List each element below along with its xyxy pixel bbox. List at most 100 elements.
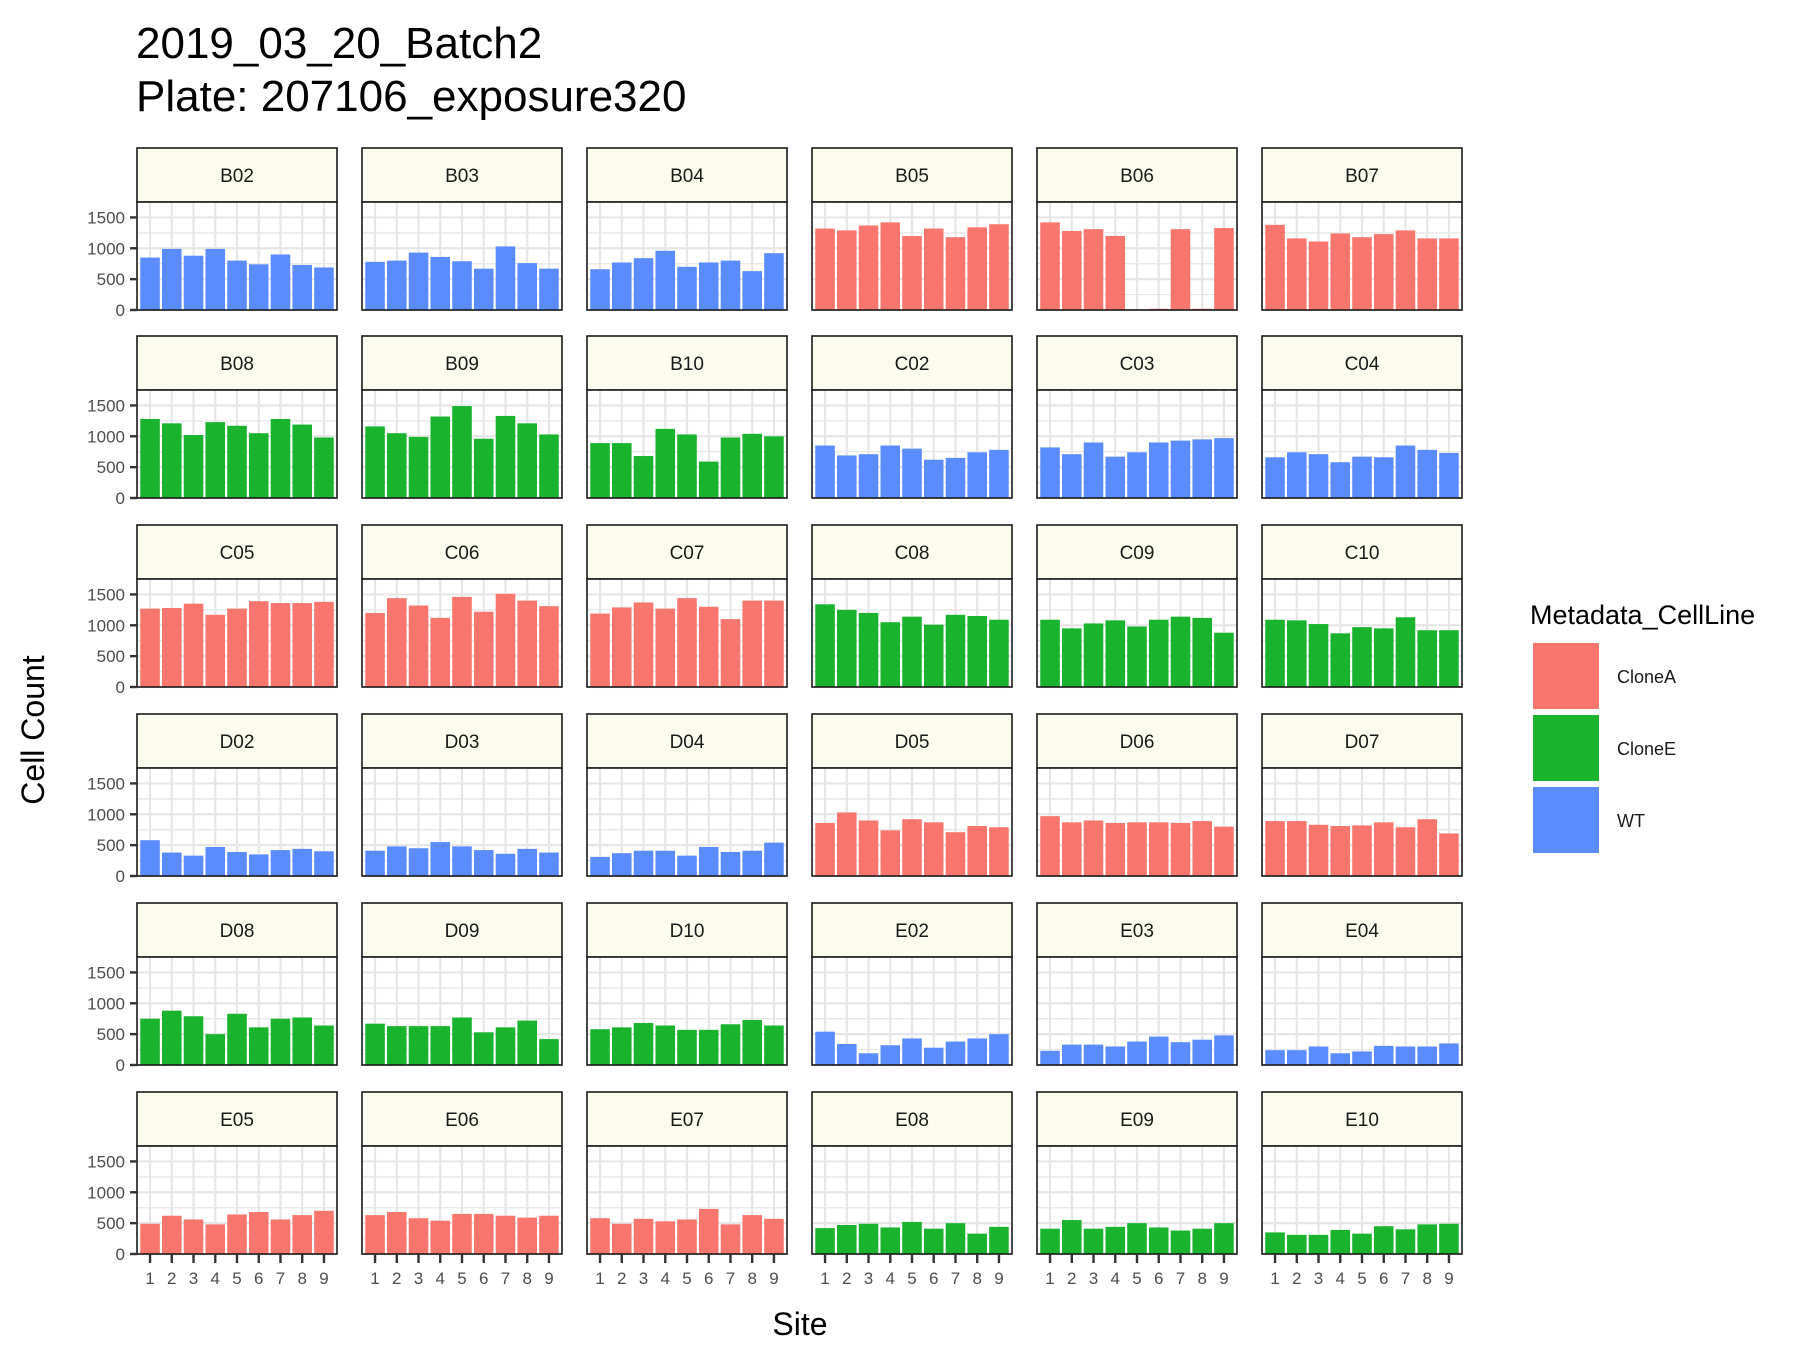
x-tick-label: 7 — [726, 1269, 735, 1288]
facet-panel-B07: B07 — [1261, 147, 1463, 312]
bar-C03-site-2 — [1062, 454, 1082, 498]
x-tick-label: 4 — [1111, 1269, 1120, 1288]
bar-E03-site-1 — [1040, 1050, 1060, 1065]
facet-strip — [811, 335, 1013, 391]
facet-panel-D05: D05 — [811, 713, 1013, 878]
bar-C06-site-3 — [408, 605, 429, 687]
x-tick-label: 6 — [479, 1269, 488, 1288]
x-tick-label: 8 — [297, 1269, 306, 1288]
facet-strip-label: D10 — [670, 921, 705, 942]
bar-D05-site-5 — [902, 819, 922, 876]
bar-E04-site-7 — [1395, 1046, 1416, 1065]
bar-D04-site-5 — [677, 855, 697, 876]
bar-C09-site-9 — [1214, 632, 1234, 687]
facet-strip-label: B03 — [445, 166, 479, 187]
bar-D04-site-6 — [698, 846, 719, 876]
bar-E02-site-6 — [923, 1047, 944, 1065]
x-tick-label: 4 — [1336, 1269, 1345, 1288]
panel-border — [586, 389, 788, 499]
bar-E05-site-2 — [162, 1215, 182, 1254]
x-tick-label: 4 — [661, 1269, 670, 1288]
bar-E07-site-4 — [655, 1221, 676, 1254]
bar-B04-site-2 — [612, 262, 632, 310]
bar-B06-site-3 — [1083, 229, 1104, 310]
bar-E06-site-2 — [387, 1212, 407, 1254]
bar-C07-site-2 — [612, 607, 632, 687]
bar-E07-site-3 — [633, 1218, 654, 1254]
bar-B07-site-7 — [1395, 230, 1416, 310]
y-tick-label: 1000 — [87, 616, 125, 635]
x-tick-label: 3 — [1314, 1269, 1323, 1288]
facet-panel-B08: B08 0 500 1000 1500 — [87, 335, 338, 508]
panel-border — [136, 578, 338, 688]
facet-panel-C10: C10 — [1261, 524, 1463, 689]
bar-D09-site-4 — [430, 1026, 451, 1065]
facet-strip — [586, 524, 788, 580]
bar-B07-site-9 — [1439, 238, 1459, 310]
bar-D08-site-7 — [270, 1018, 291, 1065]
x-tick-label: 9 — [769, 1269, 778, 1288]
y-tick-label: 1000 — [87, 239, 125, 258]
bar-E09-site-2 — [1062, 1220, 1082, 1254]
panel-border — [361, 956, 563, 1066]
bar-E04-site-3 — [1308, 1046, 1329, 1065]
bar-E05-site-3 — [183, 1219, 204, 1254]
facet-strip-label: E06 — [445, 1110, 479, 1131]
panel-border — [811, 767, 1013, 877]
facet-strip-label: E10 — [1345, 1110, 1379, 1131]
bar-C05-site-5 — [227, 608, 247, 687]
bar-D08-site-8 — [292, 1017, 312, 1065]
x-tick-label: 2 — [1292, 1269, 1301, 1288]
bar-E02-site-3 — [858, 1053, 879, 1065]
bar-D10-site-6 — [698, 1029, 719, 1065]
bar-D05-site-6 — [923, 822, 944, 876]
x-tick-label: 5 — [1357, 1269, 1366, 1288]
x-tick-label: 5 — [1132, 1269, 1141, 1288]
bar-E02-site-1 — [815, 1031, 835, 1065]
bar-E02-site-5 — [902, 1038, 922, 1065]
bar-B07-site-2 — [1287, 238, 1307, 310]
facet-strip-label: E04 — [1345, 921, 1379, 942]
legend-label-CloneA: CloneA — [1617, 667, 1676, 687]
bar-B05-site-1 — [815, 228, 835, 310]
bar-D08-site-5 — [227, 1013, 247, 1065]
panel-border — [1036, 767, 1238, 877]
bar-B08-site-2 — [162, 423, 182, 498]
facet-panel-D06: D06 — [1036, 713, 1238, 878]
facet-strip — [136, 147, 338, 203]
panel-border — [811, 389, 1013, 499]
bar-B07-site-1 — [1265, 224, 1285, 310]
bar-C06-site-4 — [430, 617, 451, 687]
bar-D06-site-8 — [1192, 821, 1212, 876]
bar-D10-site-2 — [612, 1027, 632, 1065]
bar-D07-site-9 — [1439, 833, 1459, 876]
panel-border — [811, 578, 1013, 688]
bar-C07-site-7 — [720, 619, 741, 687]
facet-strip — [136, 524, 338, 580]
facet-strip-label: D02 — [220, 732, 255, 753]
x-tick-label: 7 — [501, 1269, 510, 1288]
bar-C10-site-3 — [1308, 624, 1329, 687]
facet-panel-D07: D07 — [1261, 713, 1463, 878]
bar-E07-site-7 — [720, 1224, 741, 1254]
facet-strip — [811, 902, 1013, 958]
bar-E09-site-6 — [1148, 1227, 1169, 1254]
facet-strip — [1261, 1091, 1463, 1147]
x-tick-label: 5 — [682, 1269, 691, 1288]
panel-border — [361, 578, 563, 688]
bar-B08-site-7 — [270, 419, 291, 498]
bar-B03-site-8 — [517, 263, 537, 310]
bar-D06-site-1 — [1040, 816, 1060, 876]
facet-panel-E10: E10 1 2 3 4 5 6 7 8 9 — [1261, 1091, 1463, 1288]
facet-panel-B05: B05 — [811, 147, 1013, 312]
x-tick-label: 5 — [457, 1269, 466, 1288]
facet-strip — [361, 335, 563, 391]
y-tick-label: 1000 — [87, 427, 125, 446]
bar-D07-site-2 — [1287, 821, 1307, 876]
bar-C06-site-8 — [517, 600, 537, 687]
x-tick-label: 7 — [1176, 1269, 1185, 1288]
bar-B09-site-8 — [517, 423, 537, 498]
bar-E08-site-4 — [880, 1227, 901, 1254]
panel-border — [586, 956, 788, 1066]
